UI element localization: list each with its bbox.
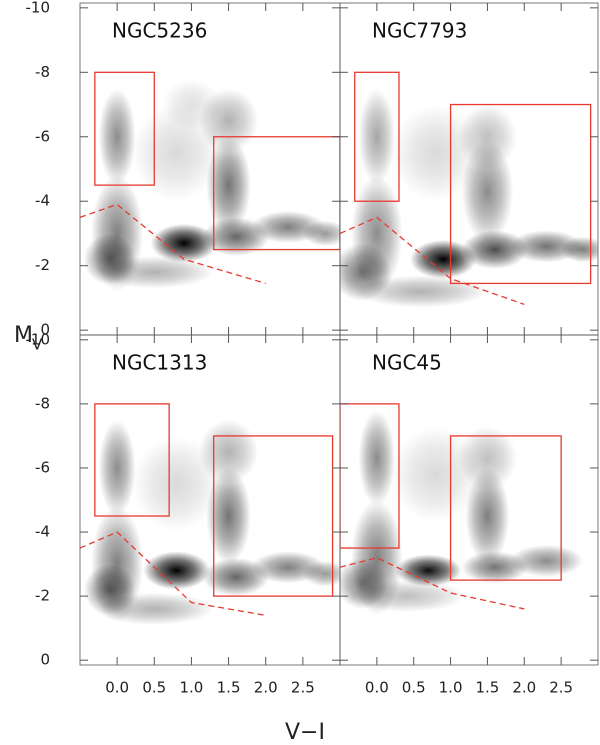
y-tick-label: -2 <box>35 587 50 605</box>
density-blob <box>461 230 528 269</box>
x-tick-label: 1.0 <box>179 679 203 697</box>
density-blob <box>302 560 340 587</box>
selection-box <box>94 71 155 186</box>
density-blob <box>198 419 259 484</box>
x-axis-label: V−I <box>285 720 325 745</box>
y-tick-label: -6 <box>35 458 50 476</box>
panel <box>80 403 340 625</box>
x-tick-label: 0.0 <box>105 679 129 697</box>
panel-title: NGC5236 <box>112 19 207 43</box>
density-blob <box>391 426 481 523</box>
selection-box <box>94 403 170 517</box>
density-blob <box>98 88 136 186</box>
x-tick-label: 2.0 <box>254 679 278 697</box>
density-blob <box>354 275 488 308</box>
selection-box <box>340 403 400 549</box>
density-blob <box>457 104 517 169</box>
panel <box>340 71 598 308</box>
panel <box>80 71 340 292</box>
x-tick-label: 0.5 <box>402 679 426 697</box>
y-tick-label: -10 <box>26 0 51 16</box>
y-axis-label: M <box>14 323 33 348</box>
selection-box <box>449 435 562 581</box>
density-blob <box>509 544 584 577</box>
density-blob <box>198 88 259 153</box>
density-blob <box>358 88 396 186</box>
x-tick-label: 1.5 <box>475 679 499 697</box>
panel-title: NGC45 <box>372 351 442 375</box>
y-tick-label: -2 <box>35 256 50 274</box>
selection-box <box>449 103 592 285</box>
panel-title: NGC1313 <box>112 351 207 375</box>
panel-title: NGC7793 <box>372 19 467 43</box>
density-blob <box>410 239 477 279</box>
dashed-line <box>80 531 266 616</box>
panel-frame <box>339 334 599 666</box>
x-tick-label: 1.0 <box>439 679 463 697</box>
y-tick-label: -4 <box>35 192 50 210</box>
x-tick-label: 2.5 <box>549 679 573 697</box>
density-blob <box>150 223 218 263</box>
dashed-line <box>340 216 525 305</box>
y-tick-label: -10 <box>26 330 51 348</box>
selection-box <box>354 71 400 202</box>
density-blob <box>358 410 396 507</box>
x-tick-label: 2.0 <box>512 679 536 697</box>
x-tick-label: 2.5 <box>291 679 315 697</box>
density-blob <box>132 435 222 533</box>
density-blob <box>561 236 598 263</box>
y-tick-label: -8 <box>35 63 50 81</box>
density-blob <box>457 426 517 491</box>
density-blob <box>347 580 466 613</box>
density-blob <box>143 551 210 590</box>
density-blob <box>94 592 214 625</box>
panel <box>340 403 584 616</box>
density-blob <box>98 419 136 517</box>
y-tick-label: 0 <box>40 651 50 669</box>
x-tick-label: 0.0 <box>365 679 389 697</box>
y-axis-label-sub: V <box>32 336 43 354</box>
y-tick-label: -8 <box>35 394 50 412</box>
density-blob <box>94 256 214 289</box>
y-tick-label: -6 <box>35 127 50 145</box>
x-tick-label: 1.5 <box>217 679 241 697</box>
density-blob <box>395 554 462 587</box>
y-tick-label: 0 <box>40 321 50 339</box>
density-blob <box>391 104 481 202</box>
x-tick-label: 0.5 <box>142 679 166 697</box>
selection-box <box>213 435 334 597</box>
y-tick-label: -4 <box>35 523 50 541</box>
density-blob <box>302 220 340 247</box>
dashed-line <box>80 203 266 285</box>
